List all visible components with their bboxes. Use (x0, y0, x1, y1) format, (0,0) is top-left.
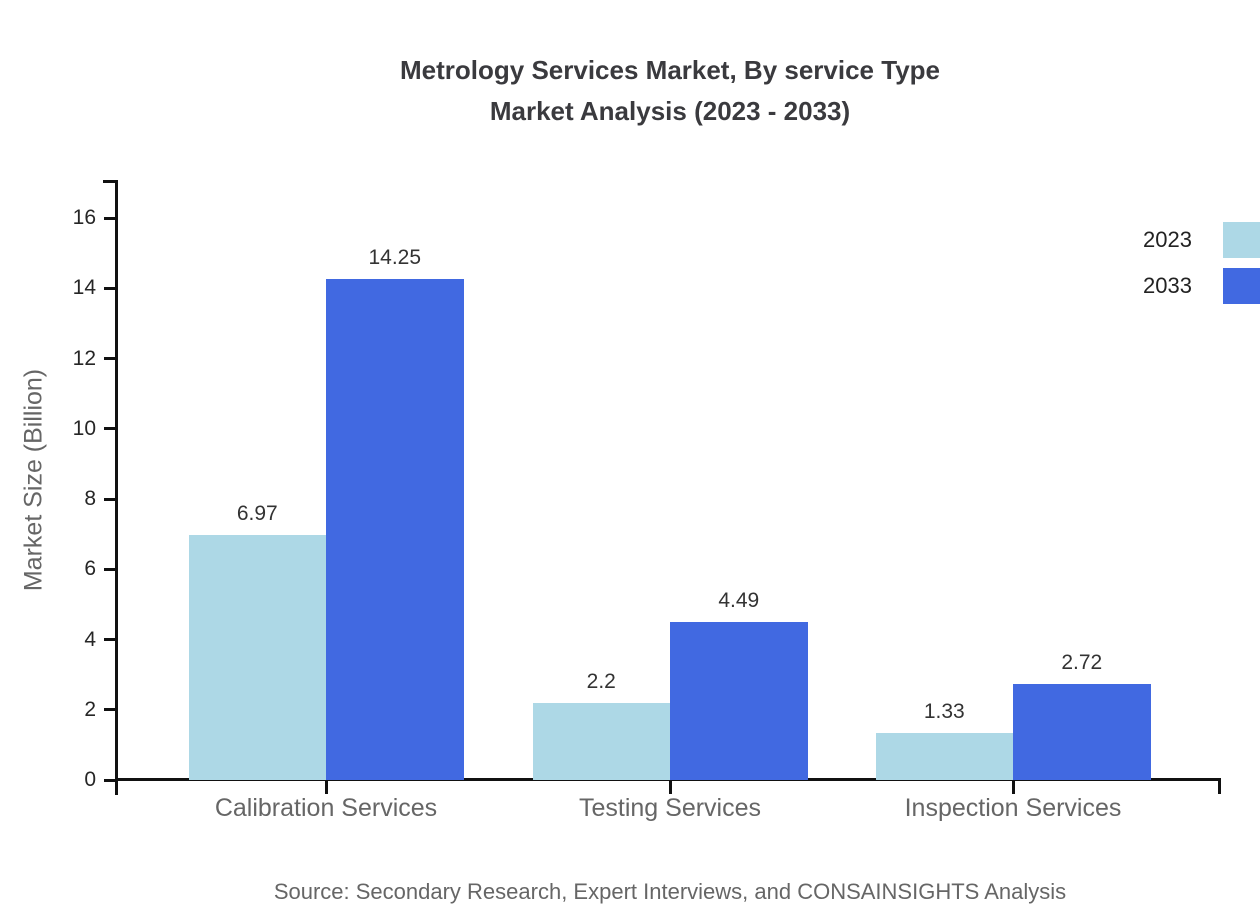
bar-value-label-2033-calibration-services: 14.25 (368, 246, 422, 270)
y-tick-label: 16 (72, 206, 96, 229)
bar-value-label-2033-inspection-services: 2.72 (1061, 651, 1103, 675)
bar-value-label-2023-testing-services: 2.2 (586, 669, 616, 693)
chart-title-line1: Metrology Services Market, By service Ty… (400, 55, 940, 85)
bar-2023-calibration-services (188, 535, 326, 780)
y-tick-label: 12 (72, 346, 96, 370)
y-tick-label: 8 (84, 487, 96, 510)
bar-value-label-2023-inspection-services: 1.33 (923, 700, 965, 724)
y-tick-mark (104, 567, 116, 571)
y-tick-mark (104, 778, 116, 782)
y-tick-mark (104, 216, 116, 220)
bar-2023-testing-services (532, 702, 670, 780)
y-axis-spine (115, 180, 118, 795)
y-tick-label: 10 (72, 416, 96, 440)
y-tick-label: 2 (84, 697, 96, 721)
legend-label-2033: 2033 (1143, 273, 1192, 298)
bar-2033-testing-services (670, 622, 808, 780)
y-tick-label: 0 (84, 768, 96, 791)
category-label-calibration-services: Calibration Services (214, 794, 438, 822)
legend-swatch-2033 (1223, 268, 1260, 304)
category-label-inspection-services: Inspection Services (904, 794, 1122, 822)
y-tick-label: 4 (84, 627, 96, 651)
category-label-testing-services: Testing Services (578, 794, 762, 822)
legend-label-2023: 2023 (1143, 227, 1192, 252)
y-tick-mark (104, 357, 116, 360)
bar-2033-inspection-services (1013, 684, 1151, 780)
source-note: Source: Secondary Research, Expert Inter… (273, 879, 1067, 904)
y-tick-mark (104, 427, 116, 431)
y-tick-mark (104, 286, 116, 290)
y-axis-top-cap (103, 180, 116, 183)
x-tick-mark (324, 781, 328, 794)
y-tick-mark (104, 708, 116, 712)
y-tick-label: 6 (84, 557, 96, 581)
chart-title: Metrology Services Market, By service Ty… (80, 50, 1260, 132)
x-axis-right-cap (1218, 778, 1221, 794)
bar-2023-inspection-services (875, 733, 1013, 780)
bar-value-label-2033-testing-services: 4.49 (718, 589, 760, 613)
y-tick-mark (104, 638, 116, 641)
bar-value-label-2023-calibration-services: 6.97 (236, 502, 278, 526)
x-tick-mark (668, 781, 672, 794)
y-tick-label: 14 (72, 276, 96, 300)
y-tick-mark (104, 497, 116, 501)
bar-2033-calibration-services (326, 279, 464, 780)
legend-swatch-2023 (1223, 222, 1260, 258)
chart-title-line2: Market Analysis (2023 - 2033) (489, 96, 851, 126)
x-tick-mark (1011, 781, 1015, 794)
